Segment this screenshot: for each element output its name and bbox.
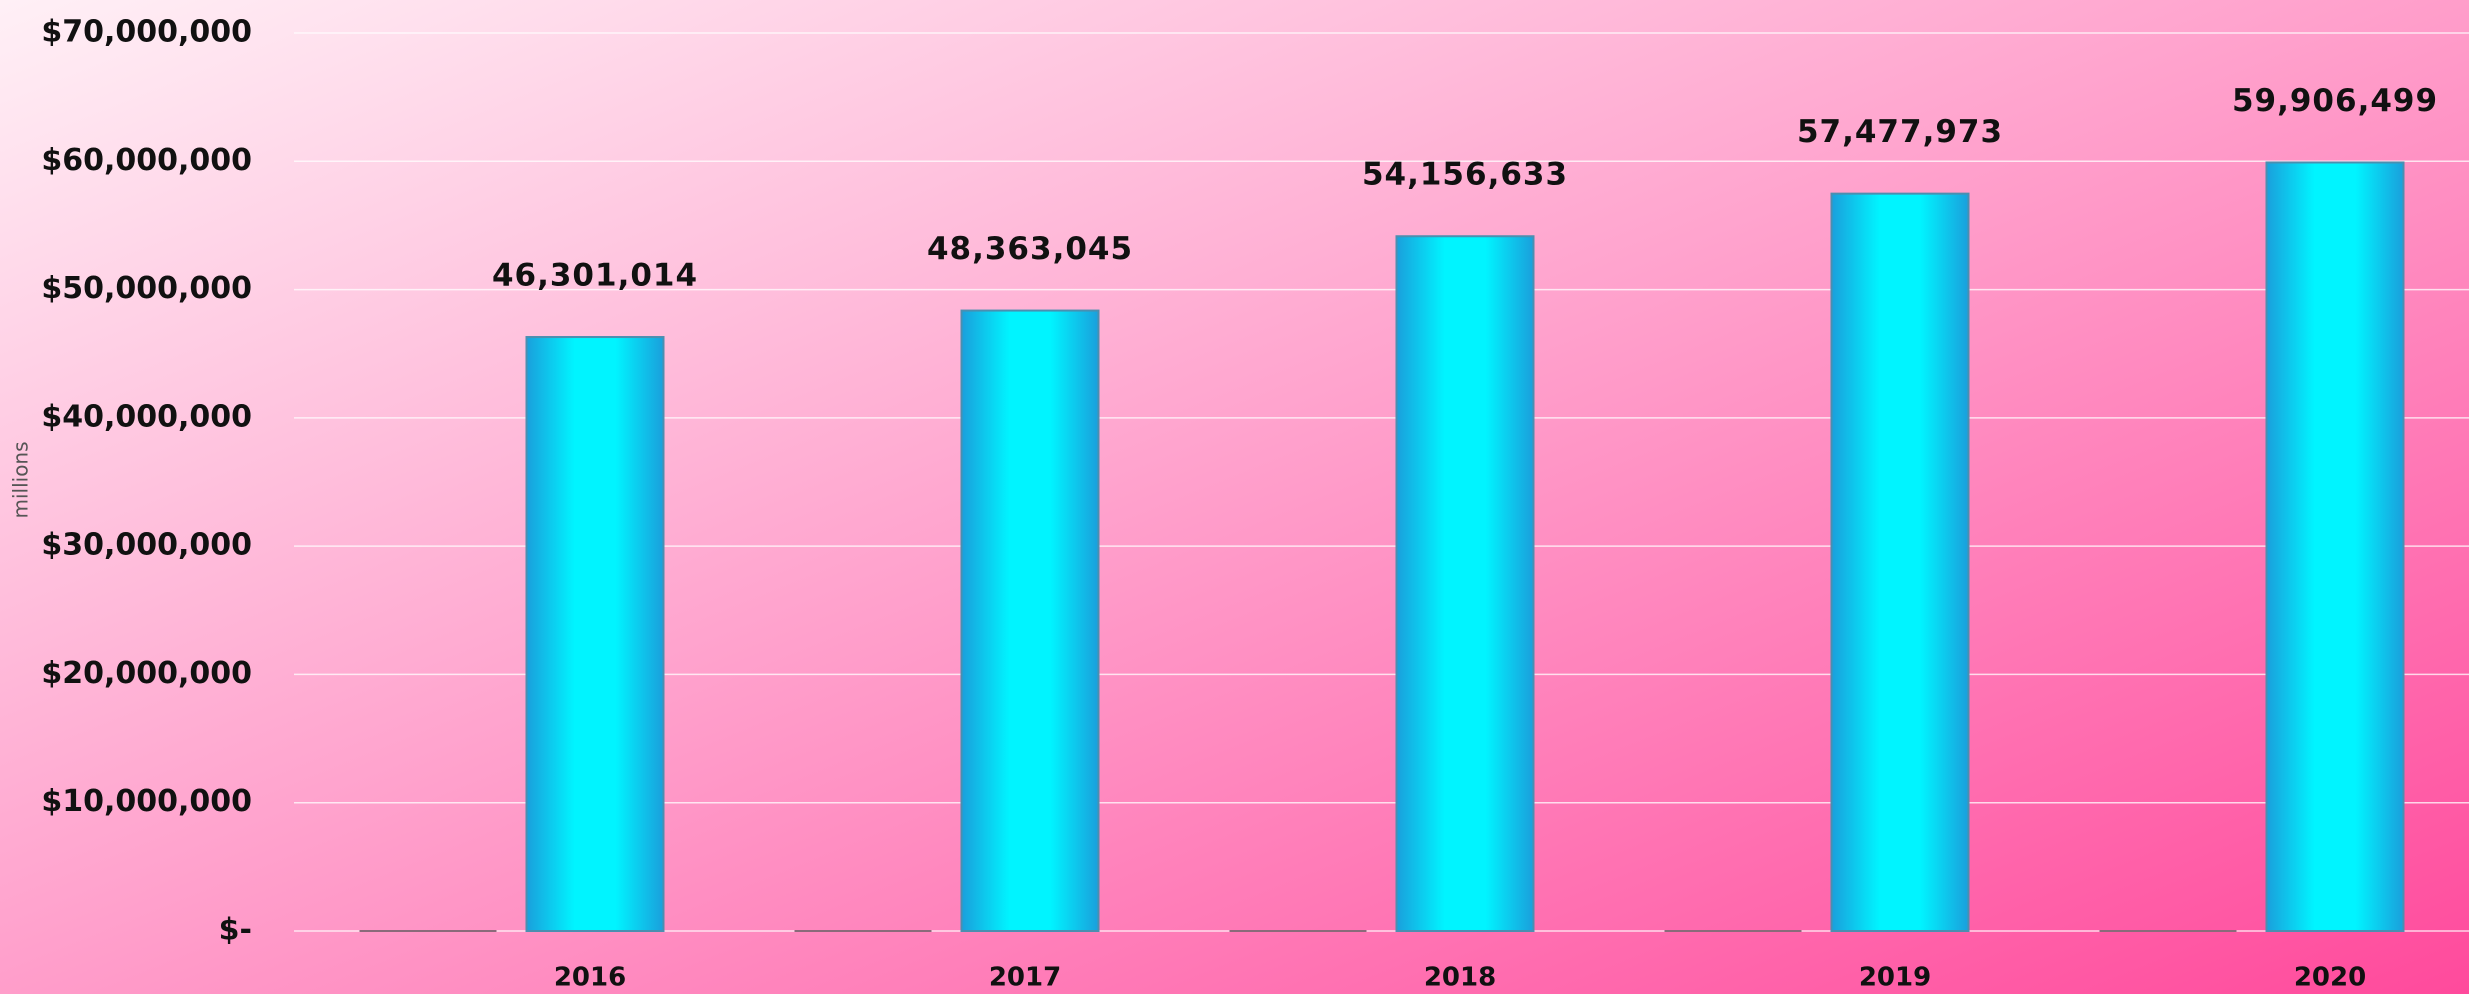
y-tick-label: $-	[219, 913, 252, 948]
bar	[2099, 930, 2237, 932]
data-label: 46,301,014	[492, 258, 698, 294]
y-tick-label: $20,000,000	[41, 656, 252, 691]
y-tick-label: $10,000,000	[41, 784, 252, 819]
data-label: 48,363,045	[927, 231, 1133, 267]
bar	[359, 930, 497, 932]
y-tick-label: $50,000,000	[41, 271, 252, 306]
bar	[525, 336, 665, 933]
data-label: 57,477,973	[1797, 114, 2003, 150]
x-tick-label: 2020	[2294, 963, 2366, 993]
bar	[2265, 161, 2405, 933]
bar	[960, 309, 1100, 932]
bar	[794, 930, 932, 932]
y-tick-label: $30,000,000	[41, 528, 252, 563]
data-label: 59,906,499	[2232, 83, 2438, 119]
x-tick-label: 2018	[1424, 963, 1496, 993]
y-tick-label: $70,000,000	[41, 15, 252, 50]
y-axis-label: millions	[9, 441, 33, 518]
data-label: 54,156,633	[1362, 157, 1568, 193]
y-tick-label: $60,000,000	[41, 143, 252, 178]
x-tick-label: 2019	[1859, 963, 1931, 993]
bar	[1830, 192, 1970, 933]
bar	[1664, 930, 1802, 932]
y-tick-label: $40,000,000	[41, 399, 252, 434]
bar	[1229, 930, 1367, 932]
x-tick-label: 2016	[554, 963, 626, 993]
bar	[1395, 235, 1535, 933]
x-tick-label: 2017	[989, 963, 1061, 993]
